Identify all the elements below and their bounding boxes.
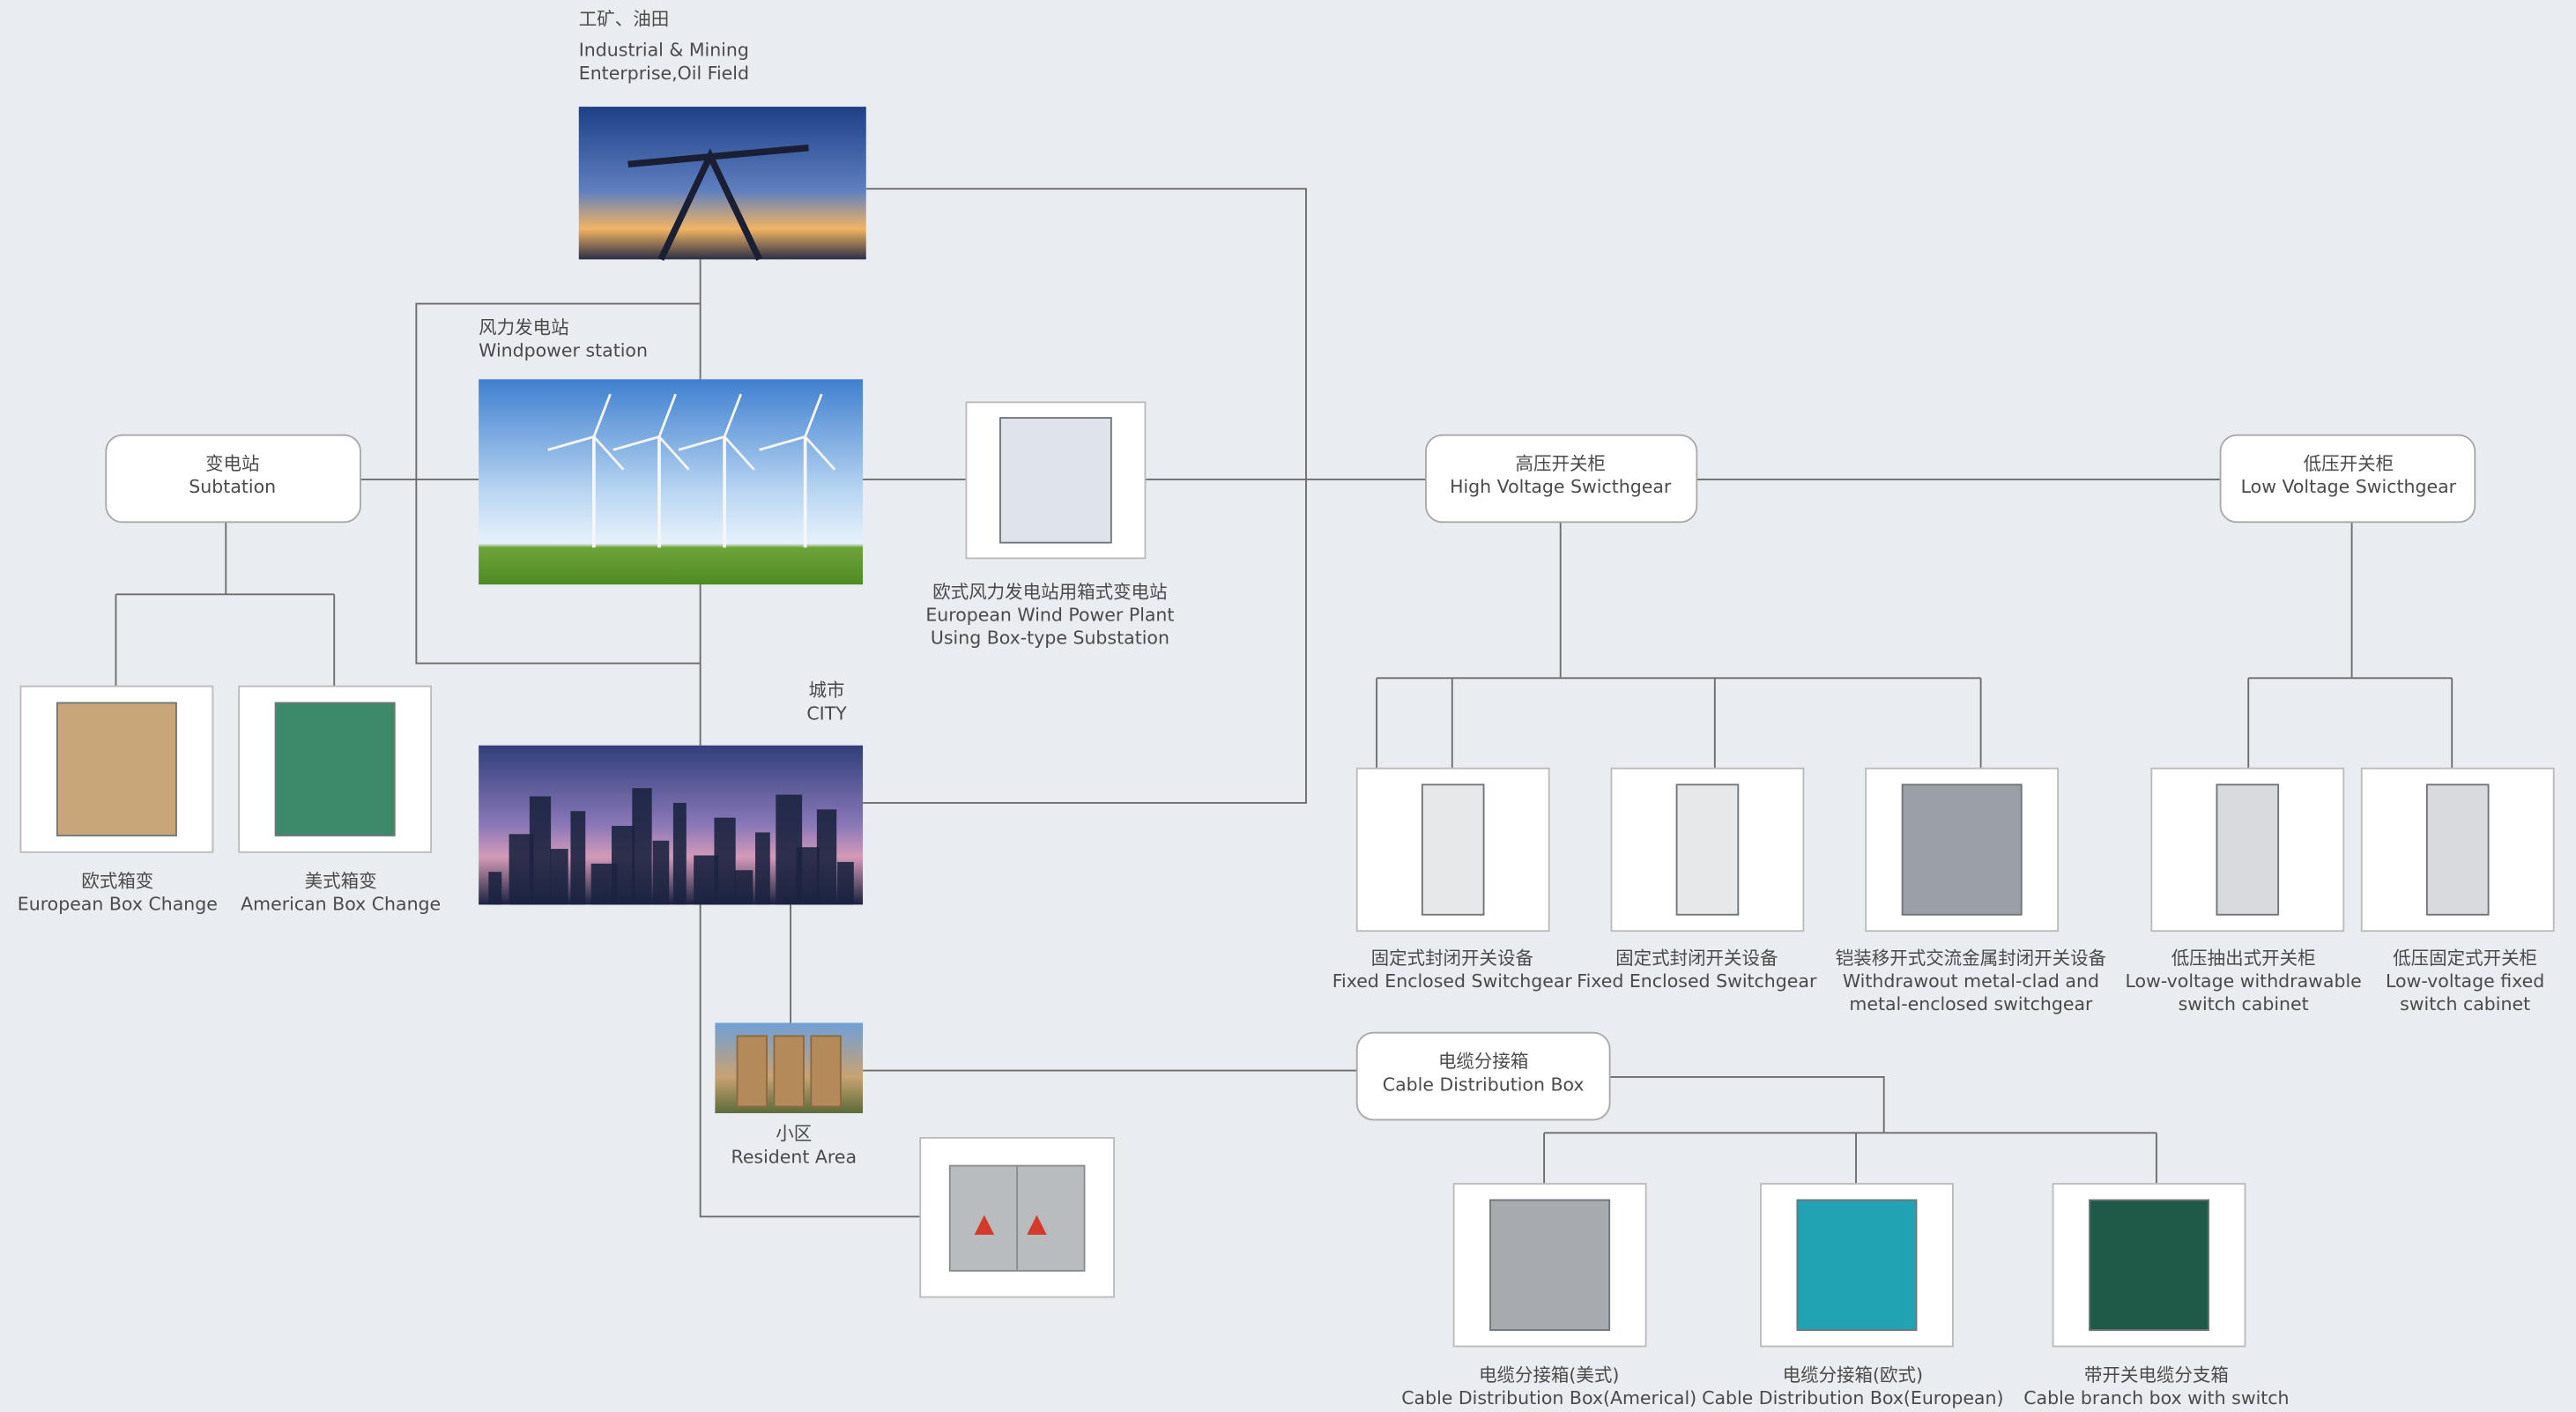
node: 欧式风力发电站用箱式变电站 European Wind Power PlantUs… — [925, 402, 1174, 648]
building — [714, 818, 735, 905]
node-label: Enterprise,Oil Field — [579, 63, 749, 84]
node-label: Low-voltage fixed — [2386, 970, 2544, 992]
connector — [1544, 1077, 2157, 1184]
node-label: European Box Change — [18, 893, 218, 914]
node: 美式箱变American Box Change — [239, 687, 441, 915]
node-label: 美式箱变 — [305, 870, 377, 891]
node-label: Cable branch box with switch — [2023, 1387, 2289, 1408]
node-label: Withdrawout metal-clad and — [1843, 970, 2099, 992]
node-label: American Box Change — [241, 893, 441, 914]
building — [632, 788, 651, 904]
building — [811, 1036, 841, 1106]
connectors — [115, 189, 2452, 1216]
building — [735, 870, 753, 904]
product — [1490, 1200, 1609, 1331]
node-label: Industrial & Mining — [579, 40, 749, 61]
building — [837, 862, 854, 904]
building — [673, 803, 687, 904]
node-label: 欧式风力发电站用箱式变电站 — [932, 581, 1167, 602]
node-label: Resident Area — [731, 1146, 857, 1167]
node-label: 工矿、油田 — [579, 8, 669, 29]
node-label: 低压开关柜 — [2304, 453, 2394, 474]
product — [1422, 784, 1484, 915]
connector — [2248, 522, 2452, 768]
node-label: Cable Distribution Box — [1383, 1074, 1585, 1095]
node-label: switch cabinet — [2400, 993, 2530, 1014]
connector — [1377, 522, 1981, 768]
node-label: 固定式封闭开关设备 — [1615, 948, 1778, 969]
connector — [115, 522, 334, 686]
building — [774, 1036, 804, 1106]
node-label: Subtation — [189, 476, 276, 497]
diagram: 工矿、油田 Industrial & MiningEnterprise,Oil F… — [0, 0, 2576, 1412]
node: 电缆分接箱(欧式)Cable Distribution Box(European… — [1702, 1184, 2003, 1408]
product — [1903, 784, 2022, 915]
node-label: 变电站 — [205, 453, 259, 474]
building — [817, 809, 836, 904]
building — [530, 796, 551, 904]
node-label: European Wind Power Plant — [925, 605, 1174, 626]
node-label: 电缆分接箱(欧式) — [1783, 1364, 1923, 1386]
building — [612, 826, 635, 904]
building — [755, 832, 770, 904]
node-label: Low-voltage withdrawable — [2126, 970, 2362, 992]
node-label: Fixed Enclosed Switchgear — [1577, 970, 1817, 992]
product — [2090, 1200, 2209, 1331]
node-label: 欧式箱变 — [81, 870, 153, 891]
building — [738, 1036, 768, 1106]
node-label: 低压抽出式开关柜 — [2171, 948, 2316, 969]
product — [1797, 1200, 1916, 1331]
node-label: 电缆分接箱 — [1438, 1051, 1528, 1072]
node-label: Fixed Enclosed Switchgear — [1333, 970, 1573, 992]
building — [550, 849, 568, 904]
node-label: Windpower station — [479, 340, 648, 361]
product — [1000, 418, 1111, 543]
node-label: Using Box-type Substation — [931, 628, 1169, 649]
node-label: 固定式封闭开关设备 — [1371, 948, 1533, 969]
building — [570, 811, 585, 904]
node-label: 城市 — [809, 680, 845, 701]
node-label: 高压开关柜 — [1516, 453, 1606, 474]
product — [57, 702, 176, 836]
node-label: 小区 — [776, 1123, 812, 1144]
product — [2216, 784, 2278, 915]
product — [276, 702, 395, 836]
product — [1677, 784, 1739, 915]
node-label: 低压固定式开关柜 — [2393, 948, 2537, 969]
node-label: 带开关电缆分支箱 — [2084, 1364, 2229, 1386]
building — [797, 847, 820, 904]
building — [653, 841, 670, 905]
node-label: 风力发电站 — [479, 317, 568, 338]
node: 电缆分接箱(美式)Cable Distribution Box(Americal… — [1401, 1184, 1696, 1408]
node-label: Cable Distribution Box(European) — [1702, 1387, 2003, 1408]
building — [488, 872, 501, 904]
node-label: High Voltage Swicthgear — [1450, 476, 1672, 497]
cable-box-image — [920, 1138, 1114, 1297]
node-label: metal-enclosed switchgear — [1849, 993, 2093, 1014]
node-label: 铠装移开式交流金属封闭开关设备 — [1836, 948, 2106, 969]
node-label: switch cabinet — [2179, 993, 2309, 1014]
node-label: Cable Distribution Box(Americal) — [1401, 1387, 1696, 1408]
node-label: CITY — [806, 702, 847, 724]
node-label: 电缆分接箱(美式) — [1479, 1364, 1619, 1386]
node-label: Low Voltage Swicthgear — [2241, 476, 2457, 497]
product — [2427, 784, 2489, 915]
